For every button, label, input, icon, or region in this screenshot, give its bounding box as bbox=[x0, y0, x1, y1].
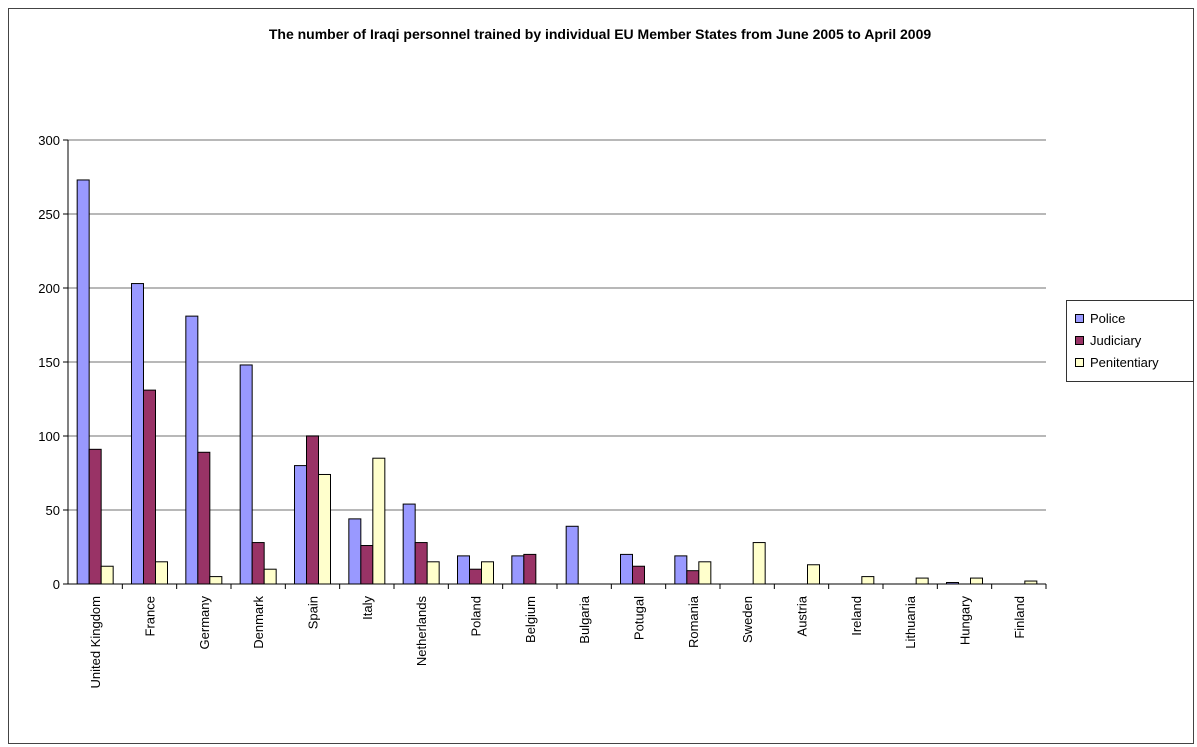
bar-penitentiary-hungary bbox=[970, 577, 983, 585]
legend: Police Judiciary Penitentiary bbox=[1066, 300, 1194, 382]
x-tick-label-potugal: Potugal bbox=[632, 596, 647, 640]
legend-swatch-police bbox=[1075, 313, 1084, 323]
bar-police-denmark bbox=[239, 364, 253, 585]
bar-police-netherlands bbox=[402, 503, 416, 585]
bar-penitentiary-france bbox=[155, 561, 168, 585]
legend-label-police: Police bbox=[1090, 310, 1126, 326]
y-tick-label-150: 150 bbox=[38, 355, 60, 370]
y-tick-label-200: 200 bbox=[38, 281, 60, 296]
bar-police-italy bbox=[348, 518, 362, 585]
y-tick-labels: 0 50 100 150 200 250 300 bbox=[38, 133, 60, 592]
bar-penitentiary-poland bbox=[481, 561, 494, 585]
bar-police-spain bbox=[294, 465, 307, 585]
legend-swatch-judiciary bbox=[1075, 335, 1084, 345]
x-tick-labels: United Kingdom France Germany Denmark Spain I… bbox=[88, 595, 1027, 688]
legend-item-police: Police bbox=[1075, 307, 1193, 329]
legend-item-judiciary: Judiciary bbox=[1075, 329, 1193, 351]
bar-judiciary-germany bbox=[197, 451, 211, 585]
y-tick-label-250: 250 bbox=[38, 207, 60, 222]
bar-penitentiary-austria bbox=[807, 564, 820, 585]
x-tick-label-lithuania: Lithuania bbox=[903, 595, 918, 649]
y-tick-label-300: 300 bbox=[38, 133, 60, 148]
legend-item-penitentiary: Penitentiary bbox=[1075, 351, 1193, 373]
bar-judiciary-netherlands bbox=[414, 542, 428, 585]
x-tick-label-poland: Poland bbox=[469, 596, 484, 636]
bar-penitentiary-sweden bbox=[752, 542, 766, 585]
bar-police-germany bbox=[185, 315, 199, 585]
legend-swatch-penitentiary bbox=[1075, 357, 1084, 367]
bar-judiciary-united-kingdom bbox=[88, 448, 102, 585]
bar-penitentiary-ireland bbox=[861, 576, 875, 585]
bar-police-bulgaria bbox=[565, 525, 579, 585]
bar-penitentiary-germany bbox=[209, 576, 223, 585]
x-tick-label-bulgaria: Bulgaria bbox=[577, 595, 592, 643]
bar-judiciary-poland bbox=[469, 568, 482, 585]
bar-judiciary-france bbox=[143, 389, 156, 585]
bar-penitentiary-italy bbox=[372, 457, 386, 585]
x-tick-label-ireland: Ireland bbox=[849, 596, 864, 636]
bar-police-poland bbox=[457, 555, 470, 585]
x-tick-label-sweden: Sweden bbox=[740, 596, 755, 643]
x-tick-label-austria: Austria bbox=[795, 595, 810, 636]
x-tick-label-germany: Germany bbox=[197, 596, 212, 650]
bar-judiciary-romania bbox=[686, 570, 700, 585]
chart-title: The number of Iraqi personnel trained by… bbox=[268, 26, 932, 42]
legend-label-judiciary: Judiciary bbox=[1090, 332, 1142, 348]
x-tick-label-hungary: Hungary bbox=[958, 596, 973, 646]
bar-police-united-kingdom bbox=[76, 179, 90, 585]
x-tick-label-united-kingdom: United Kingdom bbox=[88, 596, 103, 689]
bar-penitentiary-lithuania bbox=[915, 577, 929, 585]
y-tick-label-0: 0 bbox=[53, 577, 60, 592]
grid bbox=[68, 139, 1046, 511]
x-tick-label-netherlands: Netherlands bbox=[414, 596, 429, 667]
chart-frame bbox=[8, 8, 1194, 744]
bar-police-belgium bbox=[511, 555, 525, 585]
bar-judiciary-denmark bbox=[251, 542, 265, 585]
bar-judiciary-potugal bbox=[632, 565, 645, 585]
x-tick-label-france: France bbox=[143, 596, 158, 636]
bar-judiciary-spain bbox=[306, 435, 319, 585]
bar-penitentiary-united-kingdom bbox=[100, 565, 114, 585]
bars bbox=[76, 179, 1038, 585]
bar-police-potugal bbox=[620, 553, 633, 585]
y-tick-label-100: 100 bbox=[38, 429, 60, 444]
axes bbox=[63, 139, 1047, 589]
legend-label-penitentiary: Penitentiary bbox=[1090, 354, 1159, 370]
bar-penitentiary-spain bbox=[318, 473, 331, 585]
x-tick-label-finland: Finland bbox=[1012, 596, 1027, 639]
x-tick-label-spain: Spain bbox=[306, 596, 321, 629]
bar-penitentiary-netherlands bbox=[426, 561, 440, 585]
bar-police-romania bbox=[674, 555, 688, 585]
x-tick-label-romania: Romania bbox=[686, 595, 701, 648]
bar-penitentiary-romania bbox=[698, 561, 712, 585]
x-tick-label-belgium: Belgium bbox=[523, 596, 538, 643]
bar-judiciary-italy bbox=[360, 545, 374, 585]
bar-penitentiary-denmark bbox=[263, 568, 277, 585]
bar-judiciary-belgium bbox=[523, 553, 537, 585]
x-tick-label-denmark: Denmark bbox=[251, 596, 266, 649]
bar-police-france bbox=[131, 283, 144, 585]
x-tick-label-italy: Italy bbox=[360, 596, 375, 620]
y-tick-label-50: 50 bbox=[46, 503, 60, 518]
